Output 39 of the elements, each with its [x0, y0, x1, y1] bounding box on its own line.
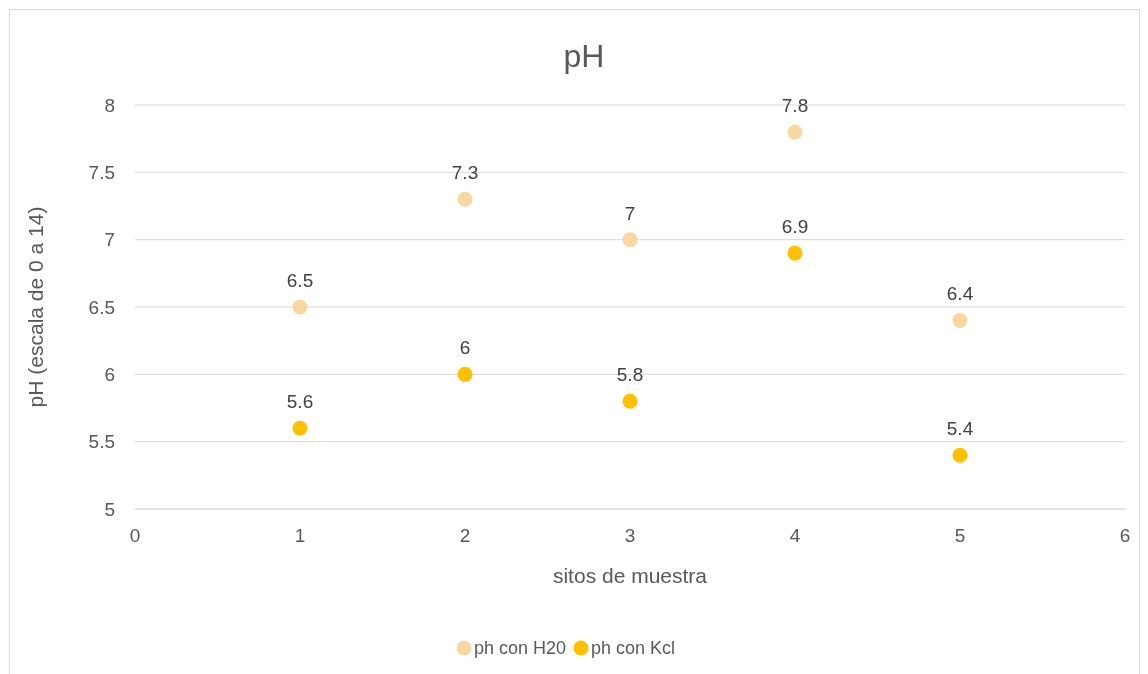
data-label: 5.6: [286, 391, 314, 413]
point: [457, 191, 473, 207]
y-tick-label: 7.5: [88, 161, 115, 183]
data-label: 6.5: [286, 270, 314, 291]
data-label: 6.4: [946, 283, 974, 305]
data-label: 5.4: [946, 418, 974, 440]
x-tick-label: 4: [789, 525, 801, 546]
legend-label: ph con H20: [474, 638, 567, 659]
x-tick-label: 2: [459, 525, 471, 546]
x-tick-label: 0: [129, 525, 141, 546]
point: [787, 245, 803, 261]
y-axis-title: pH (escala de 0 a 14): [24, 206, 47, 408]
data-label: 5.8: [616, 364, 644, 386]
point: [292, 420, 308, 436]
y-tick-label: 5: [104, 498, 115, 520]
data-label: 7.3: [451, 162, 479, 184]
y-tick-label: 6.5: [88, 296, 115, 318]
y-tick-label: 5.5: [88, 431, 115, 453]
point: [457, 366, 473, 382]
x-tick-label: 1: [294, 525, 306, 546]
y-tick-label: 6: [104, 363, 115, 385]
data-label: 6: [459, 337, 471, 359]
point: [622, 232, 638, 248]
x-tick-label: 6: [1119, 525, 1131, 546]
x-tick-label: 3: [624, 525, 636, 546]
y-tick-label: 8: [104, 94, 115, 116]
data-label: 7.8: [781, 94, 809, 116]
data-label: 7: [624, 202, 636, 224]
point: [622, 393, 638, 409]
point: [787, 124, 803, 140]
data-label: 6.9: [781, 216, 809, 238]
legend-label: ph con Kcl: [591, 638, 676, 659]
x-axis-title: sitos de muestra: [552, 564, 708, 587]
point: [952, 312, 968, 328]
point: [292, 299, 308, 315]
point: [952, 447, 968, 463]
chart-title: pH: [563, 38, 605, 74]
x-tick-label: 5: [954, 525, 966, 546]
y-tick-label: 7: [104, 229, 115, 251]
